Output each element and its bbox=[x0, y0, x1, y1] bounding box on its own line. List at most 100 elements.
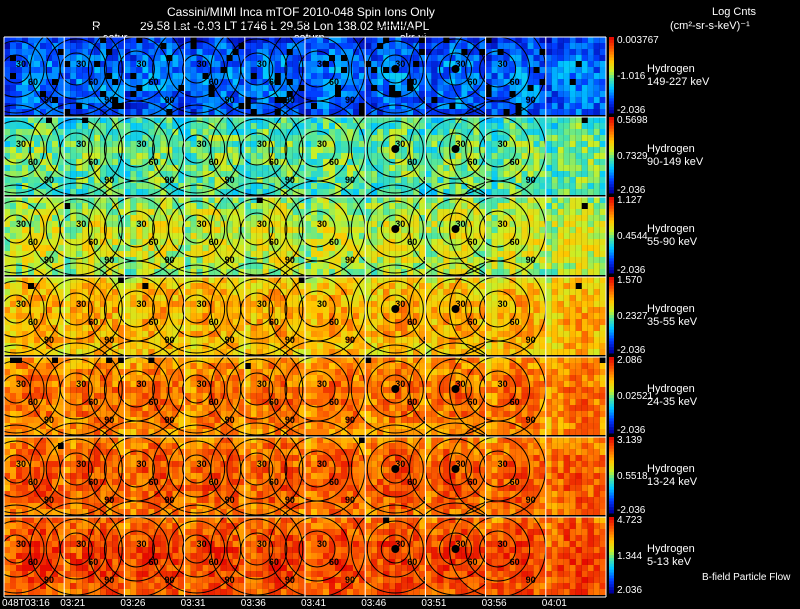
pixel bbox=[341, 343, 347, 349]
pixel bbox=[256, 301, 263, 307]
pixel bbox=[575, 197, 582, 203]
pixel bbox=[479, 55, 486, 61]
pixel bbox=[172, 343, 179, 349]
pixel bbox=[431, 123, 438, 129]
pixel bbox=[202, 141, 209, 147]
pixel bbox=[497, 147, 504, 153]
pixel bbox=[244, 55, 251, 61]
pixel bbox=[347, 319, 353, 325]
pixel bbox=[94, 165, 101, 171]
contour-label: 60 bbox=[329, 77, 339, 87]
pixel bbox=[371, 177, 378, 183]
pixel bbox=[94, 159, 101, 165]
pixel bbox=[365, 117, 372, 123]
pixel bbox=[443, 221, 450, 227]
pixel bbox=[220, 49, 227, 55]
pixel bbox=[329, 109, 335, 115]
pixel bbox=[455, 37, 462, 43]
pixel bbox=[461, 189, 468, 195]
pixel bbox=[377, 183, 384, 189]
pixel bbox=[292, 233, 299, 239]
pixel bbox=[298, 153, 305, 159]
pixel bbox=[407, 37, 414, 43]
pixel bbox=[467, 239, 474, 245]
pixel bbox=[34, 117, 40, 123]
pixel bbox=[22, 159, 28, 165]
pixel bbox=[557, 147, 564, 153]
pixel bbox=[317, 313, 323, 319]
pixel bbox=[52, 197, 58, 203]
pixel bbox=[58, 209, 64, 215]
pixel bbox=[359, 239, 365, 245]
pixel bbox=[106, 55, 113, 61]
pixel bbox=[419, 61, 426, 67]
pixel bbox=[148, 103, 155, 109]
pixel bbox=[40, 67, 46, 73]
pixel bbox=[232, 79, 239, 85]
pixel bbox=[256, 159, 263, 165]
pixel bbox=[34, 61, 40, 67]
pixel bbox=[100, 289, 107, 295]
pixel bbox=[431, 55, 438, 61]
pixel bbox=[160, 43, 167, 49]
pixel bbox=[220, 227, 227, 233]
pixel bbox=[106, 109, 113, 115]
pixel bbox=[136, 295, 143, 301]
pixel bbox=[581, 171, 588, 177]
pixel bbox=[52, 117, 58, 123]
pixel bbox=[527, 257, 534, 263]
pixel bbox=[106, 37, 113, 43]
pixel bbox=[256, 135, 263, 141]
pixel bbox=[220, 109, 227, 115]
pixel bbox=[298, 319, 305, 325]
pixel bbox=[311, 55, 317, 61]
pixel bbox=[76, 349, 83, 355]
pixel bbox=[190, 331, 197, 337]
pixel bbox=[593, 85, 600, 91]
pixel bbox=[329, 325, 335, 331]
pixel bbox=[365, 269, 372, 275]
pixel bbox=[214, 67, 221, 73]
pixel bbox=[377, 227, 384, 233]
contour-label: 60 bbox=[88, 157, 98, 167]
pixel bbox=[88, 233, 95, 239]
pixel bbox=[335, 289, 341, 295]
colorbar-segment bbox=[609, 69, 614, 73]
pixel bbox=[202, 257, 209, 263]
pixel bbox=[419, 183, 426, 189]
pixel bbox=[419, 129, 426, 135]
pixel bbox=[178, 67, 185, 73]
pixel bbox=[431, 239, 438, 245]
pixel bbox=[298, 269, 305, 275]
pixel bbox=[34, 283, 40, 289]
pixel bbox=[563, 153, 570, 159]
contour-label: 90 bbox=[345, 95, 355, 105]
pixel bbox=[40, 343, 46, 349]
contour-label: 60 bbox=[28, 317, 38, 327]
contour-label: 90 bbox=[104, 175, 114, 185]
pixel bbox=[545, 171, 552, 177]
pixel bbox=[329, 165, 335, 171]
pixel bbox=[10, 337, 16, 343]
pixel bbox=[298, 283, 305, 289]
pixel bbox=[100, 43, 107, 49]
pixel bbox=[527, 103, 534, 109]
pixel bbox=[154, 159, 161, 165]
pixel bbox=[341, 277, 347, 283]
pixel bbox=[16, 227, 22, 233]
pixel bbox=[136, 97, 143, 103]
pixel bbox=[106, 283, 113, 289]
pixel bbox=[545, 227, 552, 233]
pixel bbox=[467, 159, 474, 165]
pixel bbox=[515, 141, 522, 147]
pixel bbox=[268, 91, 275, 97]
pixel bbox=[539, 91, 546, 97]
pixel bbox=[317, 165, 323, 171]
pixel bbox=[172, 215, 179, 221]
pixel bbox=[52, 153, 58, 159]
pixel bbox=[52, 313, 58, 319]
pixel bbox=[280, 55, 287, 61]
pixel bbox=[274, 73, 281, 79]
pixel bbox=[317, 141, 323, 147]
pixel bbox=[256, 331, 263, 337]
